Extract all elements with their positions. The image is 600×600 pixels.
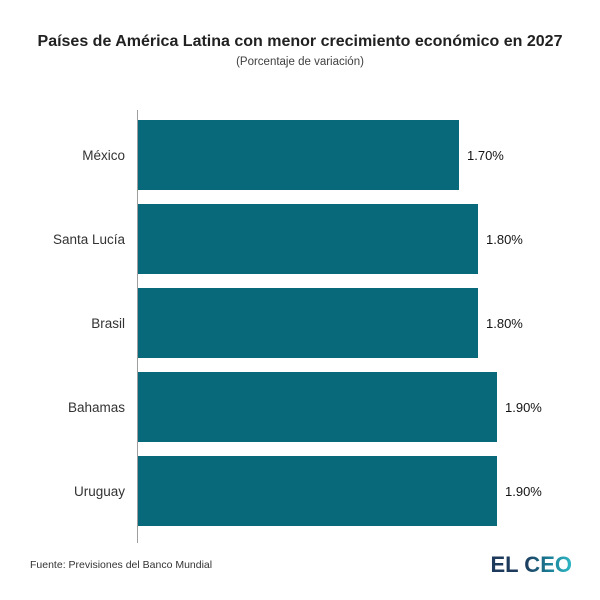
chart-header: Países de América Latina con menor creci… <box>30 30 570 68</box>
value-label: 1.80% <box>486 231 523 247</box>
category-label: Brasil <box>91 315 125 331</box>
bar-row: Santa Lucía 1.80% <box>0 204 600 274</box>
bar-rows: México 1.70% Santa Lucía 1.80% Brasil 1.80% Ba… <box>0 120 600 540</box>
bar-row: Brasil 1.80% <box>0 288 600 358</box>
bar-chart: México 1.70% Santa Lucía 1.80% Brasil 1.80% Ba… <box>0 110 600 543</box>
bar-row: Bahamas 1.90% <box>0 372 600 442</box>
source-note: Fuente: Previsiones del Banco Mundial <box>30 559 213 571</box>
bar <box>138 372 497 442</box>
bar <box>138 204 478 274</box>
bar <box>138 120 459 190</box>
category-label: Santa Lucía <box>52 231 125 247</box>
bar <box>138 288 478 358</box>
value-label: 1.90% <box>505 483 542 499</box>
value-label: 1.90% <box>505 399 542 415</box>
bar-row: México 1.70% <box>0 120 600 190</box>
chart-footer: Fuente: Previsiones del Banco Mundial EL… <box>30 552 572 578</box>
bar <box>138 456 497 526</box>
chart-subtitle: (Porcentaje de variación) <box>236 56 364 69</box>
bar-row: Uruguay 1.90% <box>0 456 600 526</box>
value-label: 1.80% <box>486 315 523 331</box>
category-label: Bahamas <box>67 399 125 415</box>
y-axis-line <box>137 110 138 543</box>
chart-title: Países de América Latina con menor creci… <box>37 33 563 50</box>
value-label: 1.70% <box>467 147 504 163</box>
category-label: México <box>82 147 125 163</box>
category-label: Uruguay <box>73 483 125 499</box>
elceo-logo: EL CEO <box>490 552 572 577</box>
